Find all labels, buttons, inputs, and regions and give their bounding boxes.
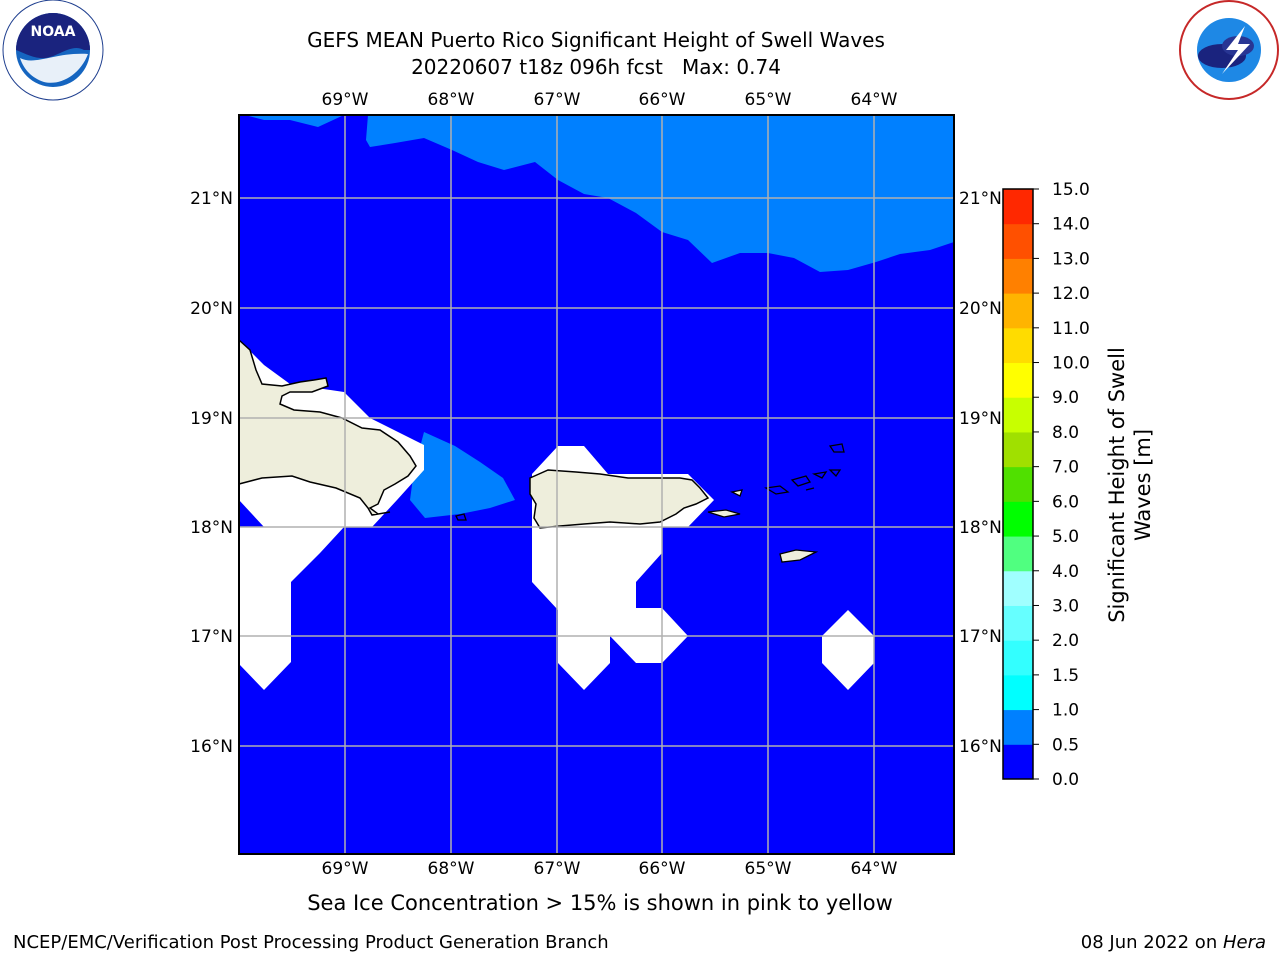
colorbar-segment	[1003, 189, 1033, 225]
colorbar-tick-label: 9.0	[1052, 388, 1079, 408]
colorbar-tick-label: 1.5	[1052, 666, 1079, 686]
land-hispaniola	[238, 338, 417, 516]
lat-label: 19°N	[190, 409, 233, 429]
host-name: Hera	[1222, 932, 1266, 953]
lon-labels-top: 69°W 68°W 67°W 66°W 65°W 64°W	[322, 90, 898, 110]
colorbar-tick-label: 11.0	[1052, 319, 1090, 339]
map-grid	[239, 115, 954, 854]
colorbar-frame	[1002, 188, 1034, 780]
colorbar-tick-label: 0.5	[1052, 735, 1079, 755]
lat-label: 21°N	[959, 189, 1002, 209]
colorbar-segment	[1003, 258, 1033, 294]
noaa-logo-text: NOAA	[31, 24, 76, 40]
map-frame	[238, 114, 955, 855]
colorbar-title-line2: Waves [m]	[1131, 429, 1155, 541]
colorbar-title-line1: Significant Height of Swell	[1105, 347, 1129, 623]
colorbar-segment	[1003, 605, 1033, 641]
chart-title: GEFS MEAN Puerto Rico Significant Height…	[307, 28, 885, 52]
swell-band-0.5-1.0-mona	[410, 432, 515, 518]
lat-label: 17°N	[190, 627, 233, 647]
colorbar-segment	[1003, 674, 1033, 711]
colorbar-segment	[1003, 709, 1033, 745]
colorbar-segment	[1003, 327, 1033, 364]
lat-label: 16°N	[190, 737, 233, 757]
lon-label: 64°W	[851, 859, 898, 879]
lon-label: 64°W	[851, 90, 898, 110]
colorbar-tick-label: 4.0	[1052, 562, 1079, 582]
lon-label: 69°W	[322, 90, 369, 110]
colorbar-segment	[1003, 501, 1033, 537]
lat-labels-right: 21°N 20°N 19°N 18°N 17°N 16°N	[959, 189, 1002, 757]
lat-label: 20°N	[190, 299, 233, 319]
colorbar-tick-label: 14.0	[1052, 215, 1090, 235]
colorbar-tick-label: 2.0	[1052, 631, 1079, 651]
colorbar-tick-label: 5.0	[1052, 527, 1079, 547]
land-puerto-rico	[529, 469, 710, 529]
colorbar-segment	[1003, 640, 1033, 676]
colorbar-segment	[1003, 570, 1033, 606]
colorbar-segment	[1003, 431, 1033, 468]
colorbar-segment	[1003, 536, 1033, 572]
lat-label: 17°N	[959, 627, 1002, 647]
noaa-logo: NOAA	[2, 0, 104, 101]
colorbar-tick-label: 3.0	[1052, 596, 1079, 616]
colorbar-tick-label: 6.0	[1052, 492, 1079, 512]
land-culebra	[730, 489, 743, 497]
land-anguilla	[828, 443, 845, 453]
lat-label: 20°N	[959, 299, 1002, 319]
colorbar-tick-label: 1.0	[1052, 701, 1079, 721]
colorbar-tick-label: 0.0	[1052, 770, 1079, 790]
nws-logo	[1179, 0, 1279, 100]
land-st-croix	[779, 549, 819, 563]
lat-labels-left: 21°N 20°N 19°N 18°N 17°N 16°N	[190, 189, 233, 757]
date-text: 08 Jun 2022 on	[1080, 932, 1223, 953]
lon-label: 66°W	[639, 859, 686, 879]
swell-band-0.5-1.0-north	[239, 115, 954, 272]
lon-label: 65°W	[745, 90, 792, 110]
lon-label: 69°W	[322, 859, 369, 879]
land-virgin-islands	[764, 469, 842, 495]
lon-label: 65°W	[745, 859, 792, 879]
colorbar-segment	[1003, 362, 1033, 398]
sea-ice-note: Sea Ice Concentration > 15% is shown in …	[307, 891, 893, 915]
land-mona-island	[455, 513, 467, 521]
lat-label: 18°N	[190, 518, 233, 538]
colorbar-segment	[1003, 397, 1033, 433]
colorbar-segment	[1003, 223, 1033, 259]
lat-label: 16°N	[959, 737, 1002, 757]
colorbar-tick-label: 12.0	[1052, 284, 1090, 304]
lat-label: 19°N	[959, 409, 1002, 429]
lon-label: 66°W	[639, 90, 686, 110]
colorbar-segment	[1003, 466, 1033, 502]
colorbar-tick-label: 15.0	[1052, 180, 1090, 200]
no-data-south-patch	[822, 610, 874, 690]
colorbar: 0.0 0.5 1.0 1.5 2.0 3.0 4.0 5.0 6.0 7.0 8.0 9.0 10.0…	[1002, 180, 1090, 790]
lat-label: 21°N	[190, 189, 233, 209]
map-plot-area	[238, 114, 955, 855]
colorbar-tick-label: 13.0	[1052, 249, 1090, 269]
colorbar-tick-label: 7.0	[1052, 458, 1079, 478]
lon-label: 67°W	[534, 859, 581, 879]
credit-text: NCEP/EMC/Verification Post Processing Pr…	[13, 932, 609, 953]
lon-label: 68°W	[428, 90, 475, 110]
lon-labels-bottom: 69°W 68°W 67°W 66°W 65°W 64°W	[322, 859, 898, 879]
lon-label: 67°W	[534, 90, 581, 110]
lon-label: 68°W	[428, 859, 475, 879]
chart-subtitle: 20220607 t18z 096h fcst Max: 0.74	[411, 55, 781, 79]
date-stamp: 08 Jun 2022 on Hera	[1081, 932, 1266, 953]
colorbar-tick-label: 10.0	[1052, 354, 1090, 374]
land-vieques	[707, 509, 741, 518]
lat-label: 18°N	[959, 518, 1002, 538]
colorbar-segment	[1003, 744, 1033, 780]
colorbar-segment	[1003, 293, 1033, 329]
colorbar-tick-label: 8.0	[1052, 423, 1079, 443]
